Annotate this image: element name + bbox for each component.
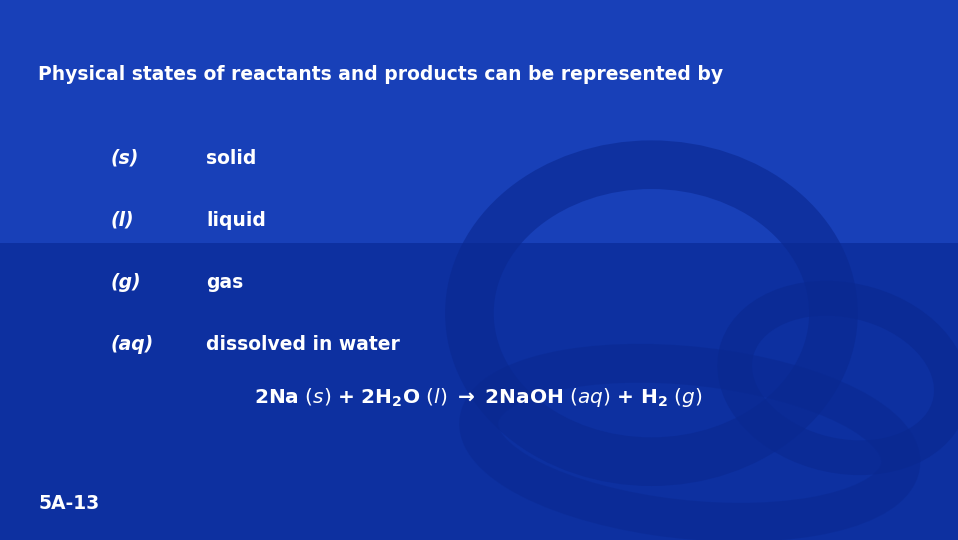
Text: (l): (l) (110, 211, 134, 229)
Text: $\bf{2Na}$ $\it{(s)}$ $\bf{+\ 2H_{2}O}$ $\it{(l)}$ $\bf{\rightarrow\ 2NaOH}$ $\i: $\bf{2Na}$ $\it{(s)}$ $\bf{+\ 2H_{2}O}$ … (254, 386, 702, 409)
Text: gas: gas (206, 273, 243, 292)
Text: Physical states of reactants and products can be represented by: Physical states of reactants and product… (38, 65, 723, 84)
Text: (s): (s) (110, 148, 139, 167)
Text: (aq): (aq) (110, 335, 153, 354)
Text: (g): (g) (110, 273, 141, 292)
Text: dissolved in water: dissolved in water (206, 335, 399, 354)
Bar (0, 243, 958, 540)
Text: 5A-13: 5A-13 (38, 494, 100, 513)
Text: solid: solid (206, 148, 257, 167)
Text: liquid: liquid (206, 211, 266, 229)
Bar (0, 0, 958, 243)
